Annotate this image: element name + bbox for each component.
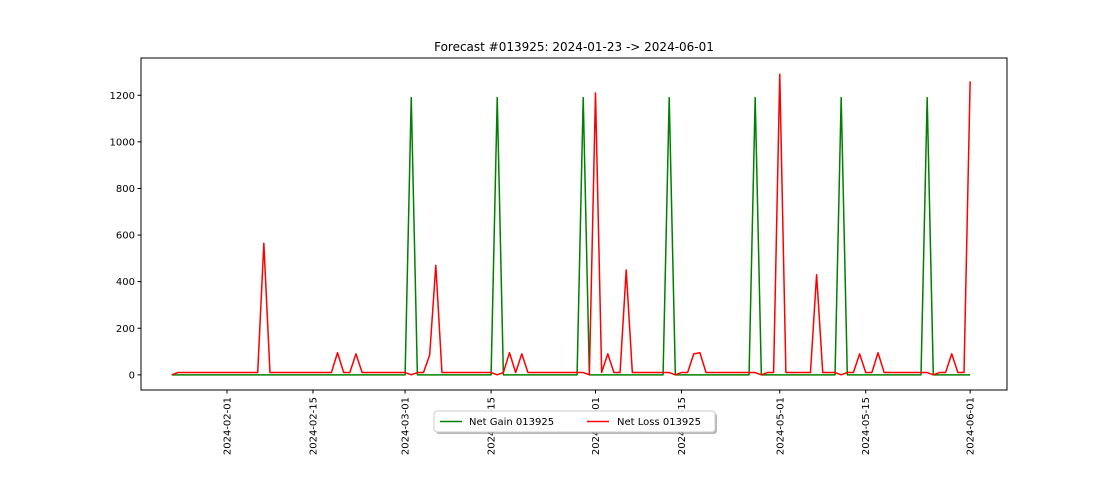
series-line-net-loss (171, 73, 971, 376)
legend: Net Gain 013925 Net Loss 013925 (433, 410, 717, 434)
x-tick-label: 2024-05-15 (861, 397, 872, 455)
y-tick-label: 200 (116, 324, 135, 335)
y-tick-label: 600 (116, 231, 135, 242)
y-tick-label: 1000 (110, 137, 135, 148)
y-tick-label: 1200 (110, 91, 135, 102)
x-tick-label: 2024-05-01 (775, 397, 786, 455)
x-tick-label: 2024-02-01 (222, 397, 233, 455)
legend-label-net-loss: Net Loss 013925 (617, 417, 701, 428)
chart-title: Forecast #013925: 2024-01-23 -> 2024-06-… (434, 40, 714, 54)
y-axis: 0 200 400 600 800 1000 1200 (110, 91, 141, 381)
y-tick-label: 800 (116, 184, 135, 195)
legend-box (433, 410, 716, 433)
x-tick-label: 2024-06-01 (966, 397, 977, 455)
x-tick-label: 2024-03-01 (401, 397, 412, 455)
plot-lines (171, 73, 971, 376)
x-tick-label: 2024-02-15 (308, 397, 319, 455)
y-tick-label: 400 (116, 277, 135, 288)
plot-frame (140, 57, 1008, 391)
legend-label-net-gain: Net Gain 013925 (469, 417, 554, 428)
series-line-net-gain (171, 96, 971, 376)
y-tick-label: 0 (129, 370, 135, 381)
